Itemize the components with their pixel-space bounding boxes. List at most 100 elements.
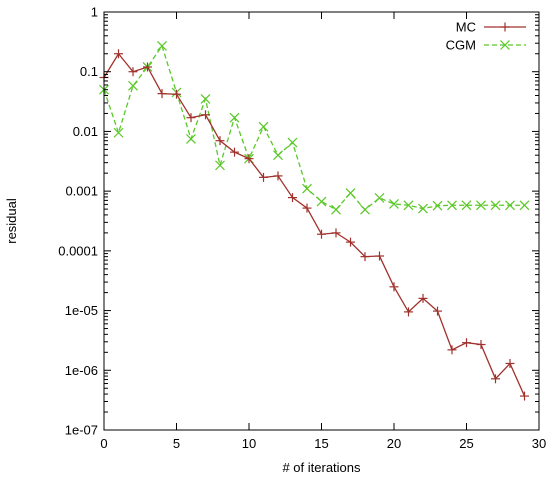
data-point-mc bbox=[404, 307, 413, 317]
data-point-mc bbox=[114, 49, 123, 59]
y-tick-label: 1 bbox=[91, 5, 98, 20]
data-point-cgm-stroke-d2 bbox=[302, 183, 312, 194]
data-point-mc bbox=[476, 340, 486, 350]
data-point-mc bbox=[288, 193, 297, 203]
y-axis-label: residual bbox=[4, 198, 19, 244]
data-point-cgm bbox=[432, 200, 443, 211]
data-point-mc bbox=[418, 293, 428, 303]
y-tick-label: 0.001 bbox=[65, 184, 98, 199]
x-tick-label: 20 bbox=[387, 436, 401, 451]
data-point-cgm bbox=[374, 192, 385, 203]
y-tick-label: 1e-06 bbox=[65, 363, 98, 378]
data-point-cgm-stroke-d2 bbox=[389, 199, 399, 209]
x-tick-label: 0 bbox=[100, 436, 107, 451]
data-point-cgm bbox=[331, 204, 341, 215]
data-point-cgm bbox=[519, 200, 530, 211]
legend-label-cgm: CGM bbox=[446, 38, 476, 53]
x-tick-label: 25 bbox=[459, 436, 473, 451]
data-point-cgm-stroke-d2 bbox=[461, 200, 472, 211]
data-point-cgm bbox=[273, 150, 283, 161]
data-point-mc bbox=[128, 67, 138, 77]
series-line-cgm bbox=[103, 44, 525, 211]
data-point-mc bbox=[491, 374, 500, 384]
data-point-cgm-stroke-d2 bbox=[403, 200, 414, 211]
legend-marker-cgm-d2 bbox=[500, 40, 510, 50]
data-point-mc bbox=[360, 252, 370, 262]
data-point-cgm bbox=[200, 94, 211, 104]
data-point-cgm bbox=[490, 200, 501, 211]
legend-label-mc: MC bbox=[456, 20, 476, 35]
data-point-cgm bbox=[287, 137, 298, 148]
data-point-cgm-stroke-d2 bbox=[519, 200, 530, 211]
data-point-mc bbox=[186, 113, 196, 123]
data-point-cgm bbox=[258, 121, 269, 132]
data-point-mc bbox=[201, 110, 210, 120]
data-point-cgm bbox=[302, 183, 312, 194]
series-line-mc bbox=[103, 52, 526, 397]
series-cgm bbox=[99, 41, 530, 215]
data-point-cgm-stroke-d2 bbox=[200, 94, 211, 104]
data-point-cgm bbox=[229, 112, 240, 123]
data-point-cgm-stroke-d2 bbox=[418, 203, 428, 214]
data-point-cgm-stroke-d2 bbox=[128, 80, 138, 91]
data-point-cgm-stroke-d2 bbox=[505, 200, 515, 211]
data-point-mc bbox=[447, 345, 457, 355]
data-point-cgm-stroke-d2 bbox=[331, 204, 341, 215]
data-point-cgm bbox=[461, 200, 472, 211]
data-point-cgm bbox=[157, 41, 167, 51]
data-point-mc bbox=[317, 229, 326, 239]
data-point-cgm-stroke-d2 bbox=[360, 204, 370, 215]
data-point-mc bbox=[143, 62, 152, 72]
y-tick-label: 1e-07 bbox=[65, 423, 98, 438]
y-tick-label: 0.01 bbox=[73, 124, 98, 139]
data-point-cgm bbox=[316, 196, 327, 207]
data-point-mc bbox=[389, 282, 399, 292]
data-point-cgm bbox=[113, 127, 124, 138]
data-point-cgm-stroke-d2 bbox=[273, 150, 283, 161]
x-tick-label: 10 bbox=[242, 436, 256, 451]
y-tick-label: 0.0001 bbox=[58, 243, 98, 258]
data-point-cgm-stroke-d2 bbox=[113, 127, 124, 138]
data-point-cgm-stroke-d2 bbox=[447, 200, 457, 211]
data-point-mc bbox=[302, 203, 312, 213]
data-point-mc bbox=[230, 147, 239, 157]
data-point-mc bbox=[331, 228, 341, 238]
data-point-mc bbox=[520, 391, 529, 401]
x-tick-label: 5 bbox=[173, 436, 180, 451]
chart-marks bbox=[99, 41, 530, 401]
data-point-mc bbox=[462, 338, 471, 348]
data-point-mc bbox=[244, 154, 254, 164]
data-point-cgm bbox=[447, 200, 457, 211]
data-point-cgm bbox=[476, 200, 486, 211]
legend: MC CGM bbox=[446, 20, 526, 53]
data-point-cgm-stroke-d2 bbox=[345, 188, 356, 198]
data-point-mc bbox=[259, 172, 268, 182]
data-point-cgm bbox=[345, 188, 356, 198]
y-tick-label: 1e-05 bbox=[65, 303, 98, 318]
data-point-mc bbox=[433, 306, 442, 316]
data-point-cgm-stroke-d2 bbox=[186, 133, 196, 144]
data-point-mc bbox=[273, 171, 283, 181]
legend-item-cgm: CGM bbox=[446, 38, 526, 53]
x-axis-label: # of iterations bbox=[282, 460, 361, 475]
data-point-cgm-stroke-d2 bbox=[432, 200, 443, 211]
x-tick-label: 15 bbox=[314, 436, 328, 451]
data-point-mc bbox=[375, 251, 384, 261]
series-mc bbox=[99, 49, 529, 401]
data-point-cgm-stroke-d2 bbox=[258, 121, 269, 132]
data-point-cgm bbox=[215, 160, 225, 171]
axes: 0 5 10 15 20 25 30 1e-07 1e-06 1e-05 0.0001 0.001 0.… bbox=[58, 5, 546, 452]
data-point-cgm-stroke-d2 bbox=[157, 41, 167, 51]
data-point-mc bbox=[346, 237, 355, 247]
data-point-cgm bbox=[128, 80, 138, 91]
data-point-mc bbox=[215, 136, 225, 146]
data-point-cgm bbox=[505, 200, 515, 211]
data-point-cgm-stroke-d2 bbox=[215, 160, 225, 171]
data-point-cgm bbox=[360, 204, 370, 215]
data-point-mc bbox=[157, 89, 167, 99]
data-point-cgm-stroke-d2 bbox=[316, 196, 327, 207]
data-point-cgm-stroke-d2 bbox=[287, 137, 298, 148]
data-point-cgm-stroke-d2 bbox=[229, 112, 240, 123]
y-tick-label: 0.1 bbox=[80, 64, 98, 79]
